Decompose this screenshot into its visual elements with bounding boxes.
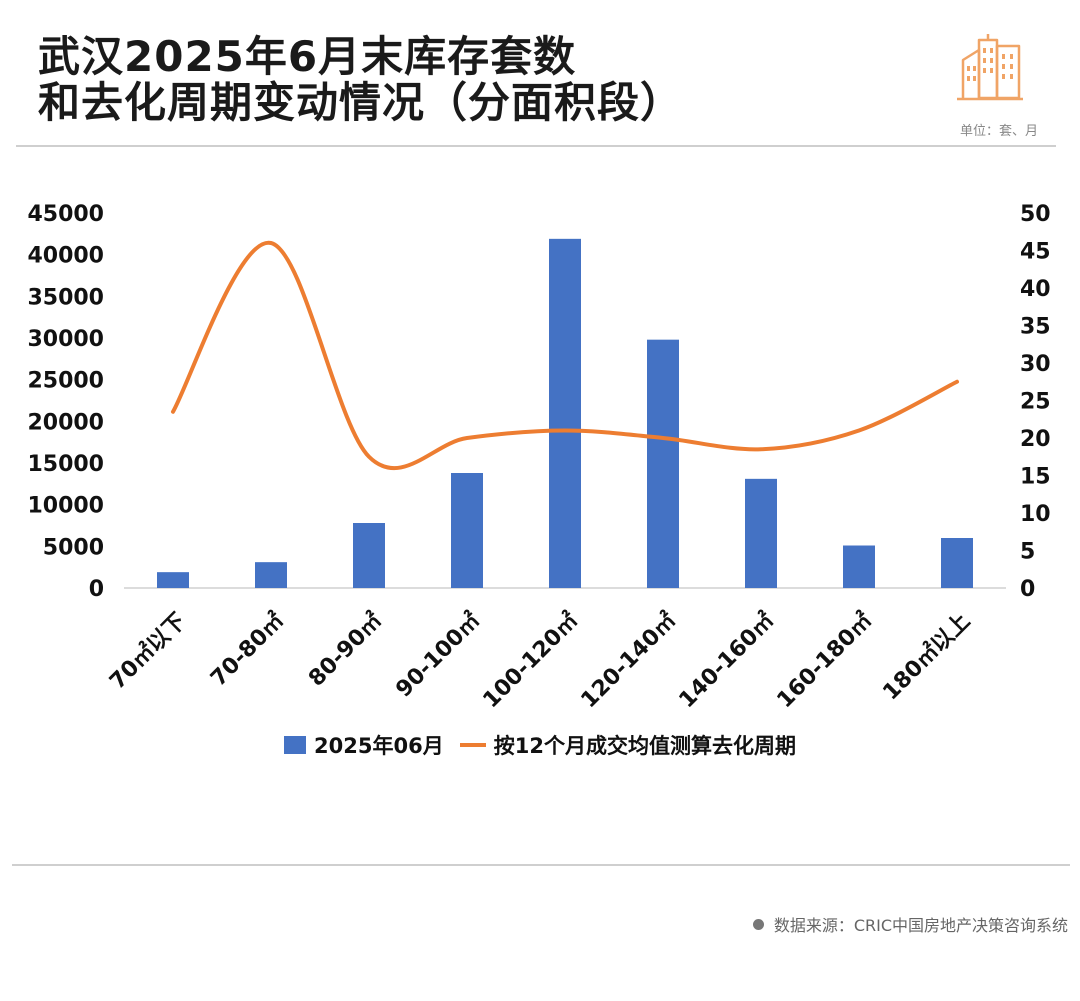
legend-label-bar: 2025年06月 (314, 734, 444, 758)
y2-tick-label: 50 (1020, 202, 1051, 227)
bar (843, 545, 875, 588)
title-block: 武汉2025年6月末库存套数 和去化周期变动情况（分面积段） (38, 34, 683, 126)
y-tick-label: 15000 (27, 452, 104, 477)
y2-tick-label: 30 (1020, 352, 1051, 377)
page-title-line2: 和去化周期变动情况（分面积段） (38, 78, 684, 127)
y2-tick-label: 35 (1020, 315, 1051, 340)
source-text: 数据来源：CRIC中国房地产决策咨询系统 (773, 916, 1068, 935)
x-tick-label: 80-90㎡ (304, 608, 388, 692)
unit-label: 单位：套、月 (959, 124, 1038, 139)
y2-tick-label: 20 (1020, 427, 1051, 452)
legend: 2025年06月 按12个月成交均值测算去化周期 (0, 730, 1080, 760)
y-tick-label: 35000 (27, 285, 104, 310)
page-title-line1: 武汉2025年6月末库存套数 (38, 32, 577, 81)
bar (157, 572, 189, 588)
top-divider (16, 145, 1056, 147)
bar (255, 562, 287, 588)
x-tick-label: 120-140㎡ (576, 608, 681, 713)
x-tick-label: 160-180㎡ (772, 608, 877, 713)
x-tick-label: 180㎡以上 (878, 608, 976, 706)
y2-tick-label: 40 (1020, 277, 1051, 302)
legend-swatch-bar (284, 736, 307, 754)
x-tick-label: 70-80㎡ (206, 608, 290, 692)
y2-tick-label: 25 (1020, 390, 1051, 415)
y2-tick-label: 10 (1020, 502, 1051, 527)
y-tick-label: 25000 (27, 369, 104, 394)
bar (451, 473, 483, 588)
y-tick-label: 45000 (27, 202, 104, 227)
series-line (171, 240, 959, 471)
city-buildings-icon (957, 34, 1023, 101)
y-tick-label: 5000 (43, 535, 104, 560)
y2-tick-label: 5 (1020, 540, 1035, 565)
y-tick-label: 40000 (27, 244, 104, 269)
y-tick-label: 30000 (27, 327, 104, 352)
bar (745, 478, 777, 588)
source-note: 数据来源：CRIC中国房地产决策咨询系统 (752, 912, 1068, 936)
x-tick-label: 70㎡以下 (105, 608, 192, 695)
legend-item-bar: 2025年06月 (284, 730, 444, 760)
y2-tick-label: 15 (1020, 465, 1051, 490)
x-tick-label: 90-100㎡ (391, 608, 486, 703)
bar (941, 538, 973, 588)
bullet-dot-icon (752, 918, 764, 930)
y-tick-label: 10000 (27, 494, 104, 519)
y-tick-label: 20000 (27, 410, 104, 435)
y2-tick-label: 0 (1020, 577, 1035, 602)
legend-item-line: 按12个月成交均值测算去化周期 (459, 730, 796, 760)
y2-tick-label: 45 (1020, 240, 1051, 265)
y-tick-label: 0 (89, 577, 104, 602)
legend-swatch-line (459, 743, 486, 747)
bar (353, 523, 385, 588)
x-tick-label: 100-120㎡ (478, 608, 583, 713)
legend-label-line: 按12个月成交均值测算去化周期 (493, 734, 796, 758)
bottom-divider (12, 864, 1070, 866)
bar (549, 238, 581, 589)
x-tick-label: 140-160㎡ (674, 608, 779, 713)
bar (647, 339, 679, 588)
